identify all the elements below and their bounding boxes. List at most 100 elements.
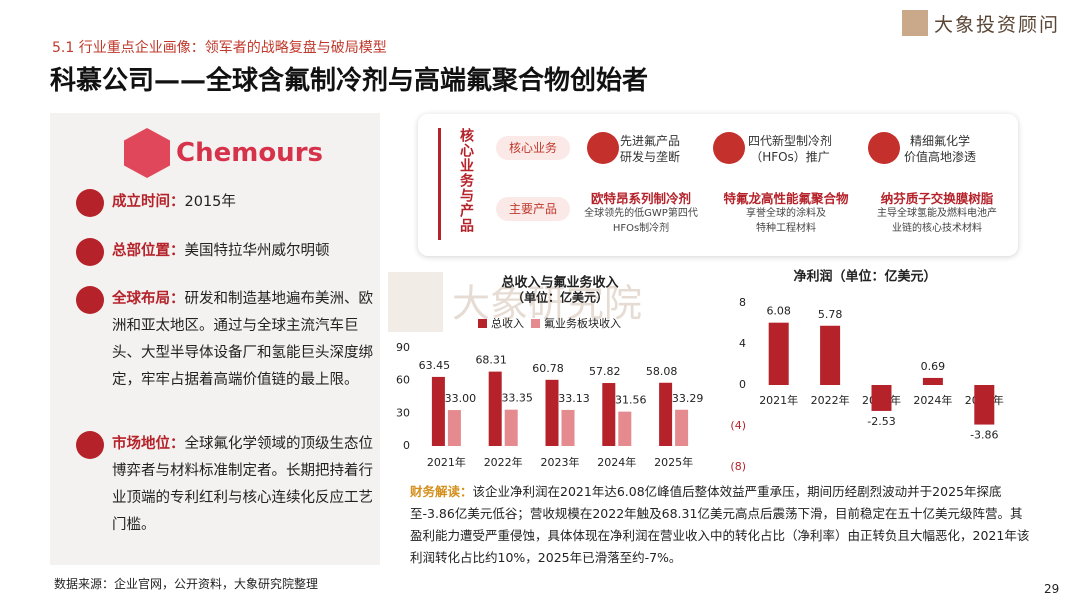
- x-tick-label: 2022年: [484, 455, 523, 469]
- icon: [76, 238, 104, 266]
- legend-swatch: [478, 319, 487, 328]
- watermark: 大象研究院: [452, 282, 642, 326]
- bar: [431, 376, 445, 446]
- profile-item: 市场地位：全球氟化学领域的顶级生态位博弈者与材料标准制定者。长期把持着行业顶端的…: [112, 431, 376, 539]
- data-label: 31.56: [615, 394, 647, 407]
- label: 市场地位：: [112, 436, 185, 452]
- data-label: -2.53: [867, 415, 895, 428]
- y-tick-label: (8): [730, 460, 746, 473]
- y-tick-label: 0: [739, 378, 746, 391]
- bar: [602, 383, 616, 446]
- data-label: 58.08: [646, 365, 678, 378]
- data-label: 33.13: [558, 392, 590, 405]
- core-item: 四代新型制冷剂 （HFOs）推广: [748, 134, 833, 164]
- core-item: 先进氟产品 研发与垄断: [620, 134, 681, 164]
- analysis-text: 该企业净利润在2021年达6.08亿峰值后整体效益严重承压，期间历经剧烈波动并于…: [410, 484, 1030, 565]
- y-tick-label: 0: [403, 439, 410, 452]
- icon: [76, 189, 104, 217]
- bar: [561, 409, 575, 446]
- text: 全球氟化学领域的顶级生态位博弈者与材料标准制定者。长期把持着行业顶端的专利红利与…: [112, 436, 373, 533]
- y-tick-label: 8: [739, 296, 746, 309]
- y-tick-label: 60: [396, 374, 410, 387]
- y-tick-label: 90: [396, 341, 410, 354]
- product-name: 欧特昂系列制冷剂: [590, 191, 691, 206]
- product-desc: 享誉全球的涂料及 特种工程材料: [746, 208, 826, 234]
- bar: [618, 411, 632, 446]
- x-tick-label: 2022年: [811, 393, 850, 407]
- bar: [545, 379, 559, 446]
- title: 科慕公司——全球含氟制冷剂与高端氟聚合物创始者: [50, 66, 649, 96]
- bar: [447, 410, 461, 446]
- core-icon: [868, 132, 900, 164]
- text: 2015年: [184, 194, 236, 210]
- chart-title: 总收入与氟业务收入: [501, 275, 618, 291]
- data-label: 6.08: [766, 305, 791, 318]
- core-label: 核心业务: [496, 136, 570, 160]
- data-label: 57.82: [589, 365, 621, 378]
- brand: 大象投资顾问: [934, 14, 1061, 36]
- data-label: 5.78: [818, 308, 843, 321]
- bar: [488, 371, 502, 446]
- legend-label: 总收入: [491, 316, 524, 330]
- profile-item: 成立时间：2015年: [112, 189, 376, 216]
- x-tick-label: 2024年: [597, 455, 636, 469]
- divider: [438, 128, 441, 240]
- bar: [504, 409, 518, 446]
- y-tick-label: 30: [396, 406, 410, 419]
- product-name: 特氟龙高性能氟聚合物: [723, 191, 849, 206]
- bar: [871, 385, 892, 411]
- business-heading: 核心业务与产品: [458, 128, 474, 233]
- icon: [76, 286, 104, 314]
- label: 全球布局：: [112, 291, 185, 307]
- label: 总部位置：: [112, 243, 185, 259]
- data-label: 33.29: [672, 392, 704, 405]
- source: 数据来源：企业官网，公开资料，大象研究院整理: [54, 577, 319, 591]
- core-item: 精细氟化学 价值高地渗透: [904, 134, 977, 164]
- y-tick-label: 4: [739, 337, 746, 350]
- data-label: 60.78: [532, 362, 564, 375]
- legend-swatch: [531, 319, 540, 328]
- y-tick-label: (4): [730, 419, 746, 432]
- x-tick-label: 2021年: [759, 393, 798, 407]
- data-label: 33.00: [445, 392, 477, 405]
- data-label: 68.31: [475, 354, 507, 367]
- product-label: 主要产品: [496, 197, 570, 221]
- profile-panel: [50, 113, 380, 565]
- analysis-label: 财务解读：: [410, 484, 473, 499]
- bar: [974, 385, 995, 425]
- icon: [76, 431, 104, 459]
- product-name: 纳芬质子交换膜树脂: [880, 191, 994, 206]
- bar: [659, 382, 673, 446]
- bar: [768, 322, 789, 385]
- logo-text: Chemours: [176, 138, 323, 168]
- data-label: 33.35: [501, 392, 533, 405]
- text: 研发和制造基地遍布美洲、欧洲和亚太地区。通过与全球主流汽车巨头、大型半导体设备厂…: [112, 291, 373, 388]
- data-label: 0.69: [921, 360, 946, 373]
- page-number: 29: [1044, 582, 1060, 596]
- bar: [922, 377, 943, 385]
- x-tick-label: 2023年: [541, 455, 580, 469]
- label: 成立时间：: [112, 194, 185, 210]
- brand-logo: [902, 10, 928, 36]
- product-desc: 全球领先的低GWP第四代HFOs制冷剂: [584, 208, 698, 234]
- profile-item: 全球布局：研发和制造基地遍布美洲、欧洲和亚太地区。通过与全球主流汽车巨头、大型半…: [112, 286, 376, 394]
- legend-label: 氟业务板块收入: [544, 316, 621, 330]
- analysis: 财务解读：该企业净利润在2021年达6.08亿峰值后整体效益严重承压，期间历经剧…: [410, 481, 1032, 569]
- bar: [820, 325, 841, 385]
- x-tick-label: 2025年: [654, 455, 693, 469]
- x-tick-label: 2021年: [427, 455, 466, 469]
- section: 5.1 行业重点企业画像：领军者的战略复盘与破局模型: [52, 40, 387, 56]
- core-icon: [587, 132, 619, 164]
- chart-subtitle: （单位：亿美元）: [512, 290, 608, 305]
- profile-item: 总部位置：美国特拉华州威尔明顿: [112, 238, 376, 265]
- x-tick-label: 2024年: [913, 393, 952, 407]
- watermark-logo: [388, 272, 443, 332]
- core-icon: [713, 132, 745, 164]
- product-desc: 主导全球氢能及燃料电池产业链的核心技术材料: [877, 208, 997, 234]
- data-label: -3.86: [970, 429, 998, 442]
- chart-title: 净利润（单位：亿美元）: [793, 269, 936, 285]
- text: 美国特拉华州威尔明顿: [184, 243, 330, 259]
- bar: [675, 409, 689, 446]
